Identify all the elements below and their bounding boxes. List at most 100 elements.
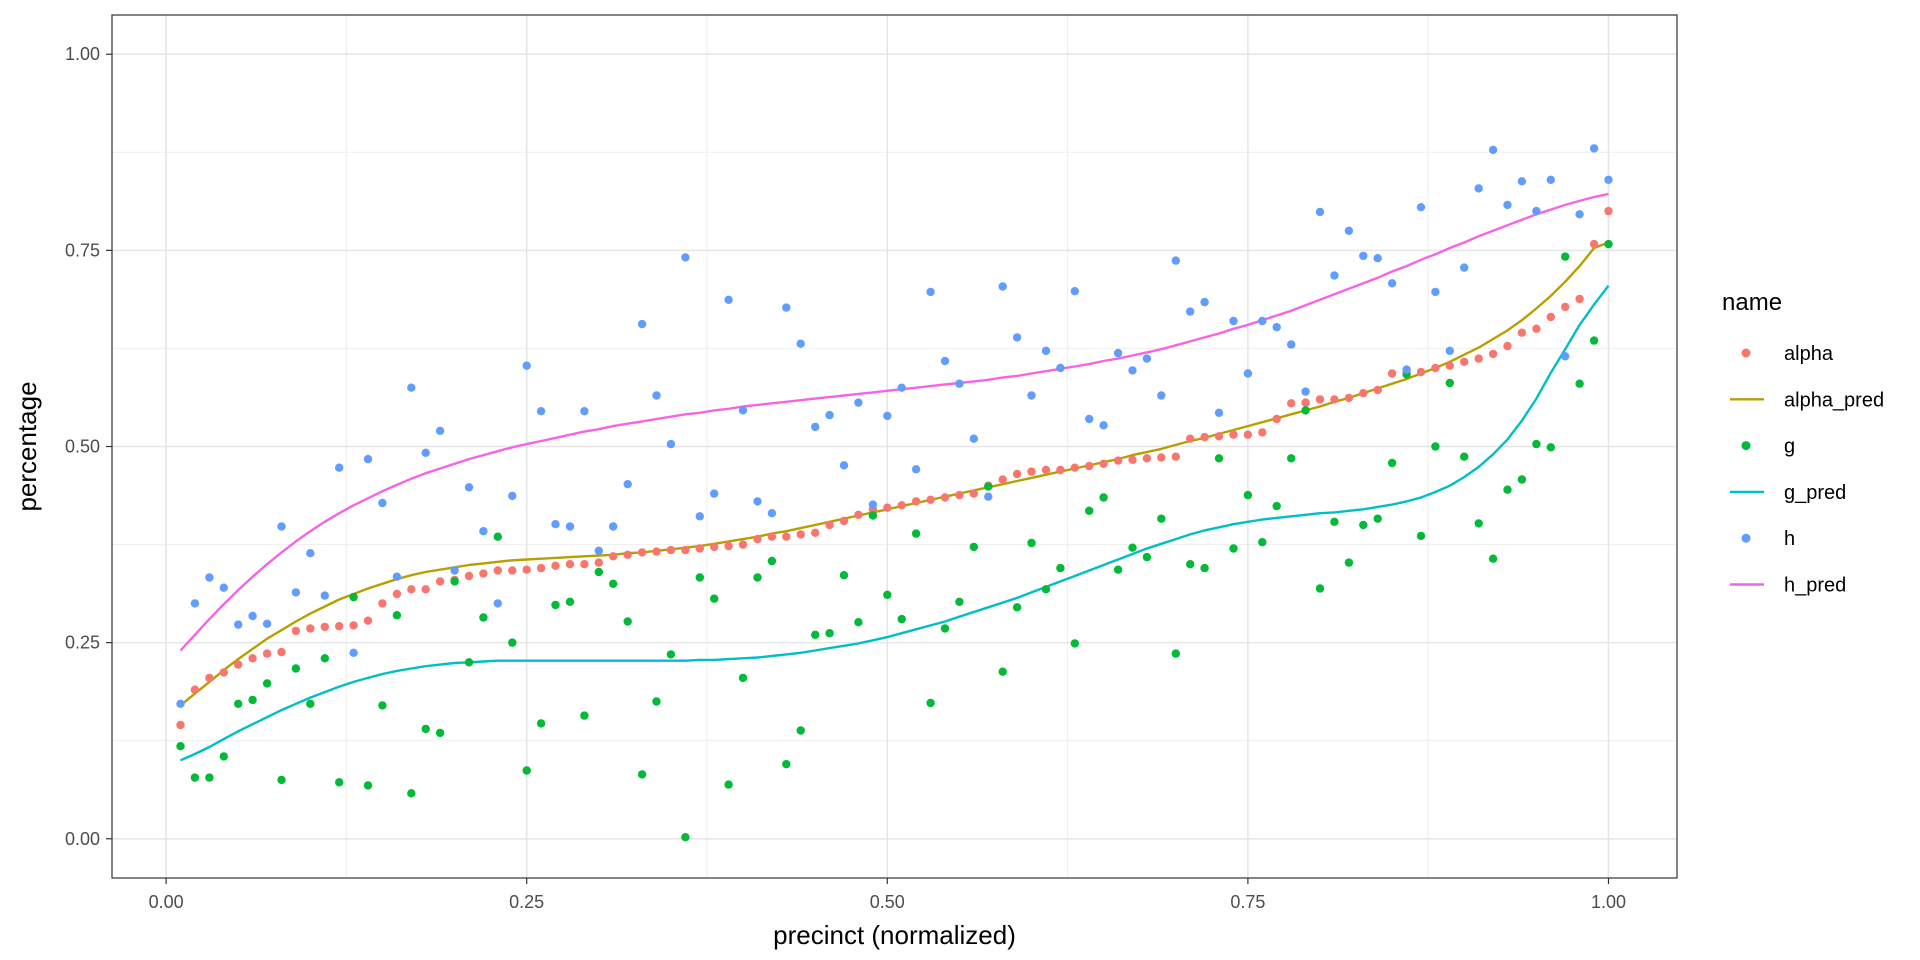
data-point-g bbox=[1301, 406, 1310, 415]
data-point-alpha bbox=[536, 563, 546, 573]
data-point-h bbox=[1344, 226, 1354, 235]
data-point-h bbox=[335, 463, 344, 472]
data-point-h bbox=[926, 287, 935, 297]
data-point-g bbox=[291, 664, 301, 673]
data-point-h bbox=[652, 391, 661, 400]
data-point-g bbox=[392, 611, 402, 620]
data-point-alpha bbox=[883, 503, 892, 512]
data-point-g bbox=[1373, 514, 1382, 523]
data-point-alpha bbox=[1243, 430, 1253, 439]
data-point-h bbox=[450, 566, 459, 575]
data-point-alpha bbox=[565, 560, 575, 569]
data-point-g bbox=[551, 600, 560, 610]
data-point-alpha bbox=[248, 654, 257, 663]
data-point-alpha bbox=[1373, 385, 1382, 395]
data-point-g bbox=[450, 577, 459, 586]
legend-label: g_pred bbox=[1784, 482, 1846, 504]
data-point-alpha bbox=[1460, 357, 1469, 366]
data-point-g bbox=[681, 833, 690, 842]
data-point-g bbox=[796, 726, 805, 735]
data-point-h bbox=[1532, 206, 1541, 216]
data-point-h bbox=[782, 303, 791, 312]
data-point-h bbox=[522, 361, 531, 370]
series-line-alpha-pred bbox=[179, 241, 1609, 707]
data-point-alpha bbox=[1474, 354, 1483, 363]
data-point-g bbox=[464, 658, 474, 667]
data-point-alpha bbox=[623, 550, 632, 559]
data-point-h bbox=[1287, 340, 1296, 349]
data-point-g bbox=[1128, 543, 1137, 552]
data-point-h bbox=[609, 522, 618, 531]
data-point-alpha bbox=[1027, 467, 1036, 476]
data-point-h bbox=[479, 527, 488, 536]
data-point-g bbox=[234, 699, 243, 708]
data-point-alpha bbox=[1171, 452, 1181, 461]
data-point-h bbox=[1243, 369, 1253, 378]
data-point-g bbox=[1041, 585, 1051, 594]
data-point-alpha bbox=[363, 616, 373, 625]
data-point-h bbox=[580, 407, 589, 416]
data-point-h bbox=[1012, 333, 1022, 342]
data-point-g bbox=[349, 592, 358, 602]
data-point-alpha bbox=[998, 475, 1007, 484]
data-point-alpha bbox=[738, 540, 748, 549]
data-point-alpha bbox=[753, 534, 762, 544]
data-point-g bbox=[883, 590, 892, 599]
data-point-alpha bbox=[695, 544, 704, 553]
data-point-alpha bbox=[1431, 363, 1440, 373]
data-point-g bbox=[378, 701, 387, 710]
data-point-h bbox=[1070, 287, 1080, 296]
data-point-g bbox=[1229, 544, 1238, 553]
data-point-h bbox=[1373, 254, 1382, 263]
data-point-g bbox=[248, 695, 257, 705]
data-point-h bbox=[811, 422, 820, 432]
data-point-h bbox=[897, 383, 906, 392]
data-point-h bbox=[1387, 279, 1397, 288]
data-point-g bbox=[1604, 239, 1613, 249]
data-point-g bbox=[666, 650, 676, 659]
data-point-h bbox=[955, 379, 964, 388]
data-point-g bbox=[536, 719, 546, 728]
data-point-alpha bbox=[940, 493, 950, 502]
legend-key-point bbox=[1741, 441, 1751, 451]
data-point-h bbox=[637, 319, 647, 329]
data-point-alpha bbox=[392, 589, 402, 599]
data-point-g bbox=[190, 773, 200, 782]
data-point-g bbox=[1056, 563, 1065, 573]
data-point-h bbox=[1056, 363, 1065, 373]
data-point-g bbox=[320, 654, 329, 663]
data-point-alpha bbox=[1085, 461, 1094, 471]
data-point-g bbox=[522, 766, 531, 775]
data-point-g bbox=[1416, 531, 1426, 541]
data-point-alpha bbox=[1604, 206, 1613, 216]
data-point-h bbox=[1503, 200, 1512, 210]
data-point-h bbox=[1258, 316, 1267, 326]
data-point-alpha bbox=[811, 528, 820, 537]
legend-key-point bbox=[1741, 533, 1751, 543]
data-point-h bbox=[435, 426, 445, 435]
data-point-g bbox=[1085, 506, 1094, 515]
legend-item-h-pred: h_pred bbox=[1730, 575, 1846, 597]
data-point-h bbox=[1561, 352, 1570, 361]
legend-label: h bbox=[1784, 528, 1795, 550]
data-point-g bbox=[1532, 439, 1541, 449]
data-point-g bbox=[176, 742, 185, 751]
data-point-h bbox=[998, 282, 1007, 291]
legend-label: alpha bbox=[1784, 343, 1834, 365]
data-point-g bbox=[1589, 336, 1599, 345]
data-point-g bbox=[1012, 603, 1022, 612]
data-point-alpha bbox=[1200, 432, 1209, 442]
data-point-h bbox=[1272, 323, 1281, 332]
legend-item-alpha-pred: alpha_pred bbox=[1730, 389, 1884, 411]
x-tick-label: 0.25 bbox=[509, 892, 544, 912]
data-point-g bbox=[1517, 475, 1527, 484]
data-point-h bbox=[291, 588, 301, 597]
data-point-alpha bbox=[435, 577, 445, 586]
data-point-g bbox=[262, 679, 272, 688]
data-point-h bbox=[248, 611, 257, 621]
data-point-alpha bbox=[1315, 395, 1325, 404]
data-point-g bbox=[839, 571, 849, 580]
data-point-alpha bbox=[421, 585, 430, 594]
data-point-g bbox=[565, 597, 575, 606]
data-point-alpha bbox=[1186, 434, 1195, 443]
